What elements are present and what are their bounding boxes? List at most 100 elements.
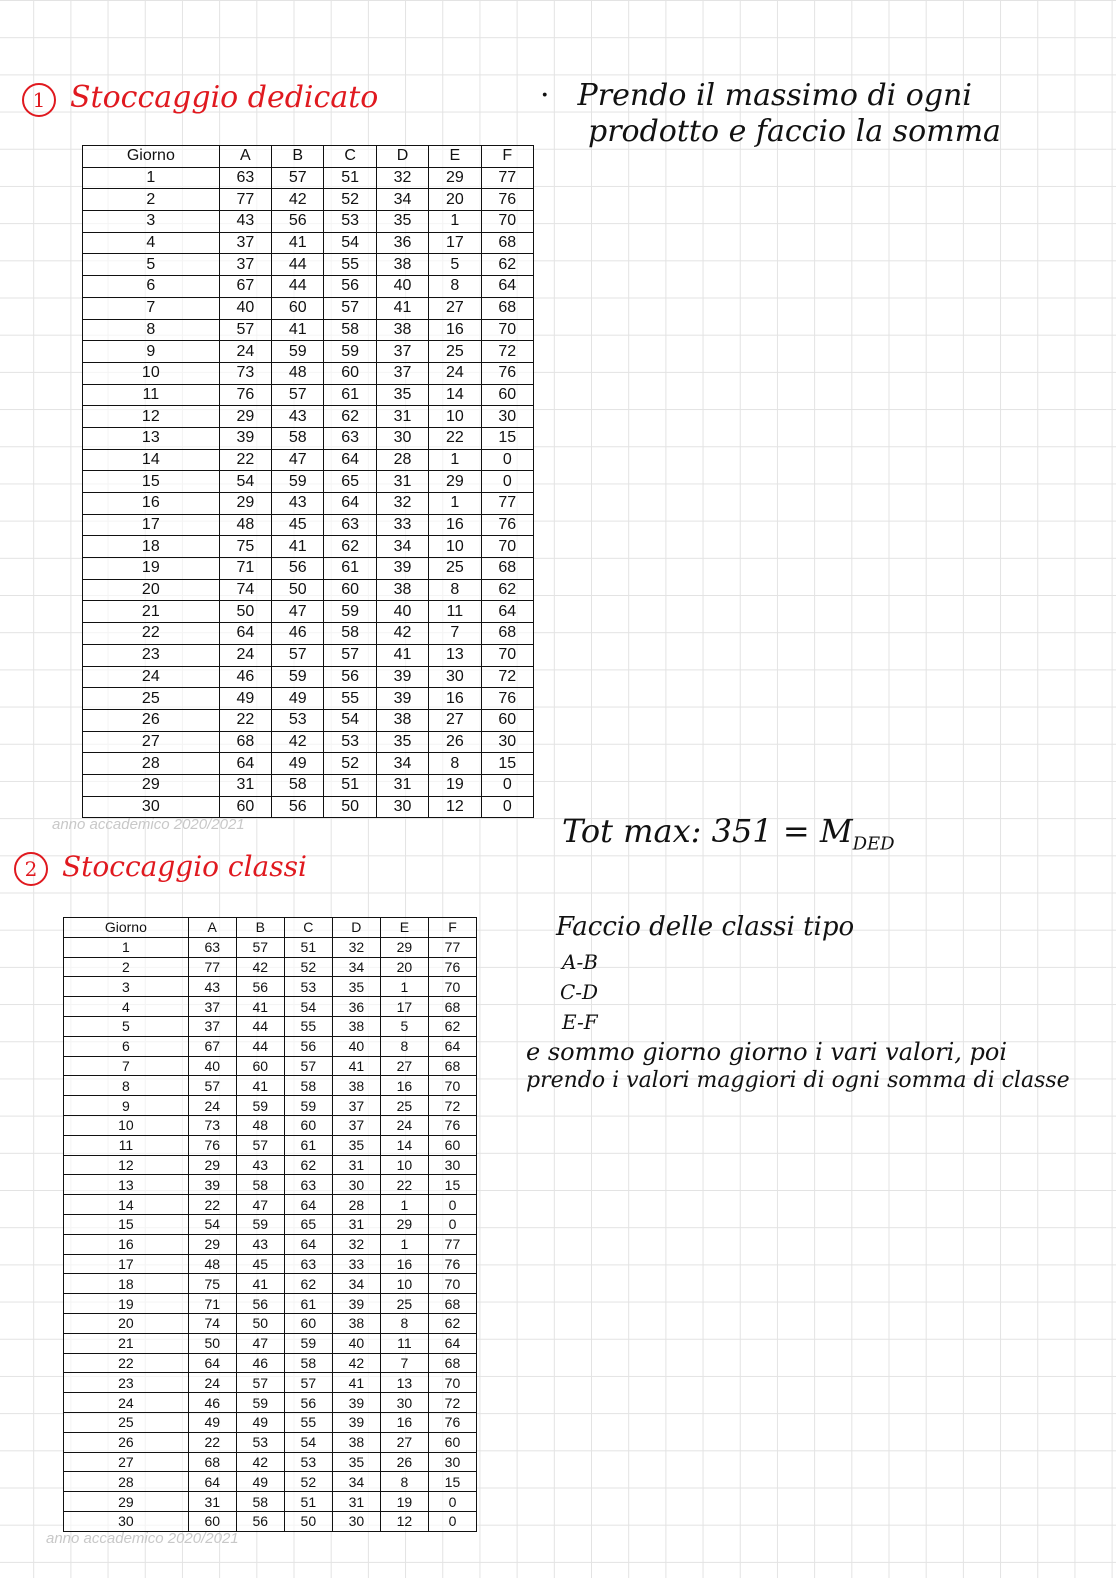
table-cell: 40 bbox=[375, 275, 430, 298]
table-cell: 72 bbox=[480, 340, 535, 363]
table-cell: 64 bbox=[218, 622, 273, 645]
table-row: 3 43 56 53 35 1 70 bbox=[63, 976, 478, 998]
section2-heading: 2 Stoccaggio classi bbox=[14, 850, 307, 886]
table-cell: 63 bbox=[323, 426, 377, 450]
table-cell: 62 bbox=[283, 1273, 333, 1295]
table-cell: 8 bbox=[82, 318, 220, 342]
note2-line3: prendo i valori maggiori di ogni somma d… bbox=[526, 1068, 1070, 1093]
table-cell: 76 bbox=[427, 1411, 478, 1433]
table-row: 4 37 41 54 36 17 68 bbox=[63, 996, 478, 1017]
table-cell: 22 bbox=[63, 1352, 189, 1374]
table-cell: 53 bbox=[283, 1451, 333, 1473]
table-cell: 8 bbox=[379, 1471, 429, 1493]
table-cell: 0 bbox=[427, 1491, 478, 1512]
table-cell: 72 bbox=[427, 1095, 478, 1116]
table-row: 30 60 56 50 30 12 0 bbox=[82, 795, 535, 819]
table-cell: 9 bbox=[63, 1095, 189, 1116]
table-cell: 31 bbox=[218, 773, 273, 797]
section1-heading: 1 Stoccaggio dedicato bbox=[22, 80, 378, 117]
table-row: 7 40 60 57 41 27 68 bbox=[63, 1055, 478, 1077]
table-cell: 68 bbox=[187, 1451, 237, 1473]
table-cell: 61 bbox=[283, 1293, 333, 1314]
table-row: 28 64 49 52 34 8 15 bbox=[63, 1471, 478, 1493]
table-cell: 65 bbox=[323, 470, 377, 493]
table-cell: 4 bbox=[82, 231, 220, 255]
table-cell: 13 bbox=[428, 643, 482, 667]
table-cell: 40 bbox=[375, 600, 430, 624]
table-cell: 57 bbox=[271, 643, 325, 667]
table-cell: 57 bbox=[283, 1055, 333, 1077]
table-cell: 62 bbox=[480, 578, 535, 602]
table-cell: 26 bbox=[63, 1431, 189, 1453]
table-cell: 49 bbox=[187, 1411, 237, 1433]
table-cell: 35 bbox=[331, 1134, 381, 1156]
table-cell: 71 bbox=[187, 1293, 237, 1314]
table-cell: 62 bbox=[427, 1312, 478, 1334]
table-cell: 24 bbox=[63, 1392, 189, 1413]
table-cell: 56 bbox=[235, 1293, 285, 1314]
table-cell: 56 bbox=[271, 795, 325, 819]
table-row: 2 77 42 52 34 20 76 bbox=[63, 956, 478, 978]
table-cell: 64 bbox=[187, 1471, 237, 1493]
table-cell: 57 bbox=[271, 166, 325, 190]
table-cell: 76 bbox=[427, 956, 478, 978]
table-cell: 54 bbox=[218, 470, 273, 493]
table-cell: 1 bbox=[428, 448, 482, 472]
table-cell: 13 bbox=[82, 426, 220, 450]
table-cell: 59 bbox=[323, 340, 377, 363]
table-cell: 30 bbox=[480, 405, 535, 428]
table-cell: 62 bbox=[480, 253, 535, 277]
table-cell: 44 bbox=[235, 1035, 285, 1057]
table-row: 3 43 56 53 35 1 70 bbox=[82, 210, 535, 233]
table-cell: 30 bbox=[375, 795, 430, 819]
table-cell: 62 bbox=[323, 405, 377, 428]
table-cell: 46 bbox=[235, 1352, 285, 1374]
table-cell: 60 bbox=[427, 1431, 478, 1453]
table-cell: 2 bbox=[82, 188, 220, 212]
table-cell: 0 bbox=[480, 795, 535, 819]
table-cell: 14 bbox=[63, 1194, 189, 1215]
table-cell: 2 bbox=[63, 956, 189, 978]
table-row: 17 48 45 63 33 16 76 bbox=[63, 1253, 478, 1275]
class-cd: C-D bbox=[560, 980, 599, 1004]
table-cell: 47 bbox=[271, 600, 325, 624]
table-cell: 64 bbox=[218, 752, 273, 775]
section-number-circle: 1 bbox=[22, 83, 56, 117]
table-cell: 30 bbox=[427, 1451, 478, 1473]
table-cell: 0 bbox=[427, 1510, 478, 1532]
table-cell: 39 bbox=[375, 665, 430, 689]
table-cell: 4 bbox=[63, 996, 189, 1017]
table-cell: 49 bbox=[218, 687, 273, 710]
table-cell: 58 bbox=[271, 773, 325, 797]
table-cell: 38 bbox=[331, 1312, 381, 1334]
table-cell: 44 bbox=[271, 253, 325, 277]
note2-line1: Faccio delle classi tipo bbox=[556, 912, 855, 942]
table-cell: 59 bbox=[271, 470, 325, 493]
table-cell: 50 bbox=[283, 1510, 333, 1532]
table-cell: 54 bbox=[283, 1431, 333, 1453]
table-cell: 53 bbox=[283, 976, 333, 998]
table-cell: 40 bbox=[331, 1332, 381, 1354]
table-cell: 22 bbox=[379, 1174, 429, 1196]
table-cell: 40 bbox=[331, 1035, 381, 1057]
table-cell: 32 bbox=[331, 1233, 381, 1255]
table-cell: 31 bbox=[331, 1213, 381, 1235]
table-cell: 8 bbox=[379, 1035, 429, 1057]
table-cell: 38 bbox=[375, 578, 430, 602]
table-cell: 17 bbox=[82, 513, 220, 537]
table-cell: 5 bbox=[379, 1015, 429, 1037]
table-cell: 30 bbox=[379, 1392, 429, 1413]
table-cell: 60 bbox=[323, 578, 377, 602]
table-cell: 6 bbox=[82, 275, 220, 298]
table-cell: 22 bbox=[82, 622, 220, 645]
table-cell: 57 bbox=[323, 296, 377, 320]
table-cell: 59 bbox=[235, 1392, 285, 1413]
table-cell: 14 bbox=[379, 1134, 429, 1156]
table-row: 23 24 57 57 41 13 70 bbox=[82, 643, 535, 667]
table-cell: 58 bbox=[235, 1491, 285, 1512]
table-cell: 72 bbox=[427, 1392, 478, 1413]
table-cell: 61 bbox=[323, 383, 377, 407]
note1-line2: prodotto e faccio la somma bbox=[588, 114, 1001, 149]
table-row: 11 76 57 61 35 14 60 bbox=[82, 383, 535, 407]
table-cell: 58 bbox=[271, 426, 325, 450]
